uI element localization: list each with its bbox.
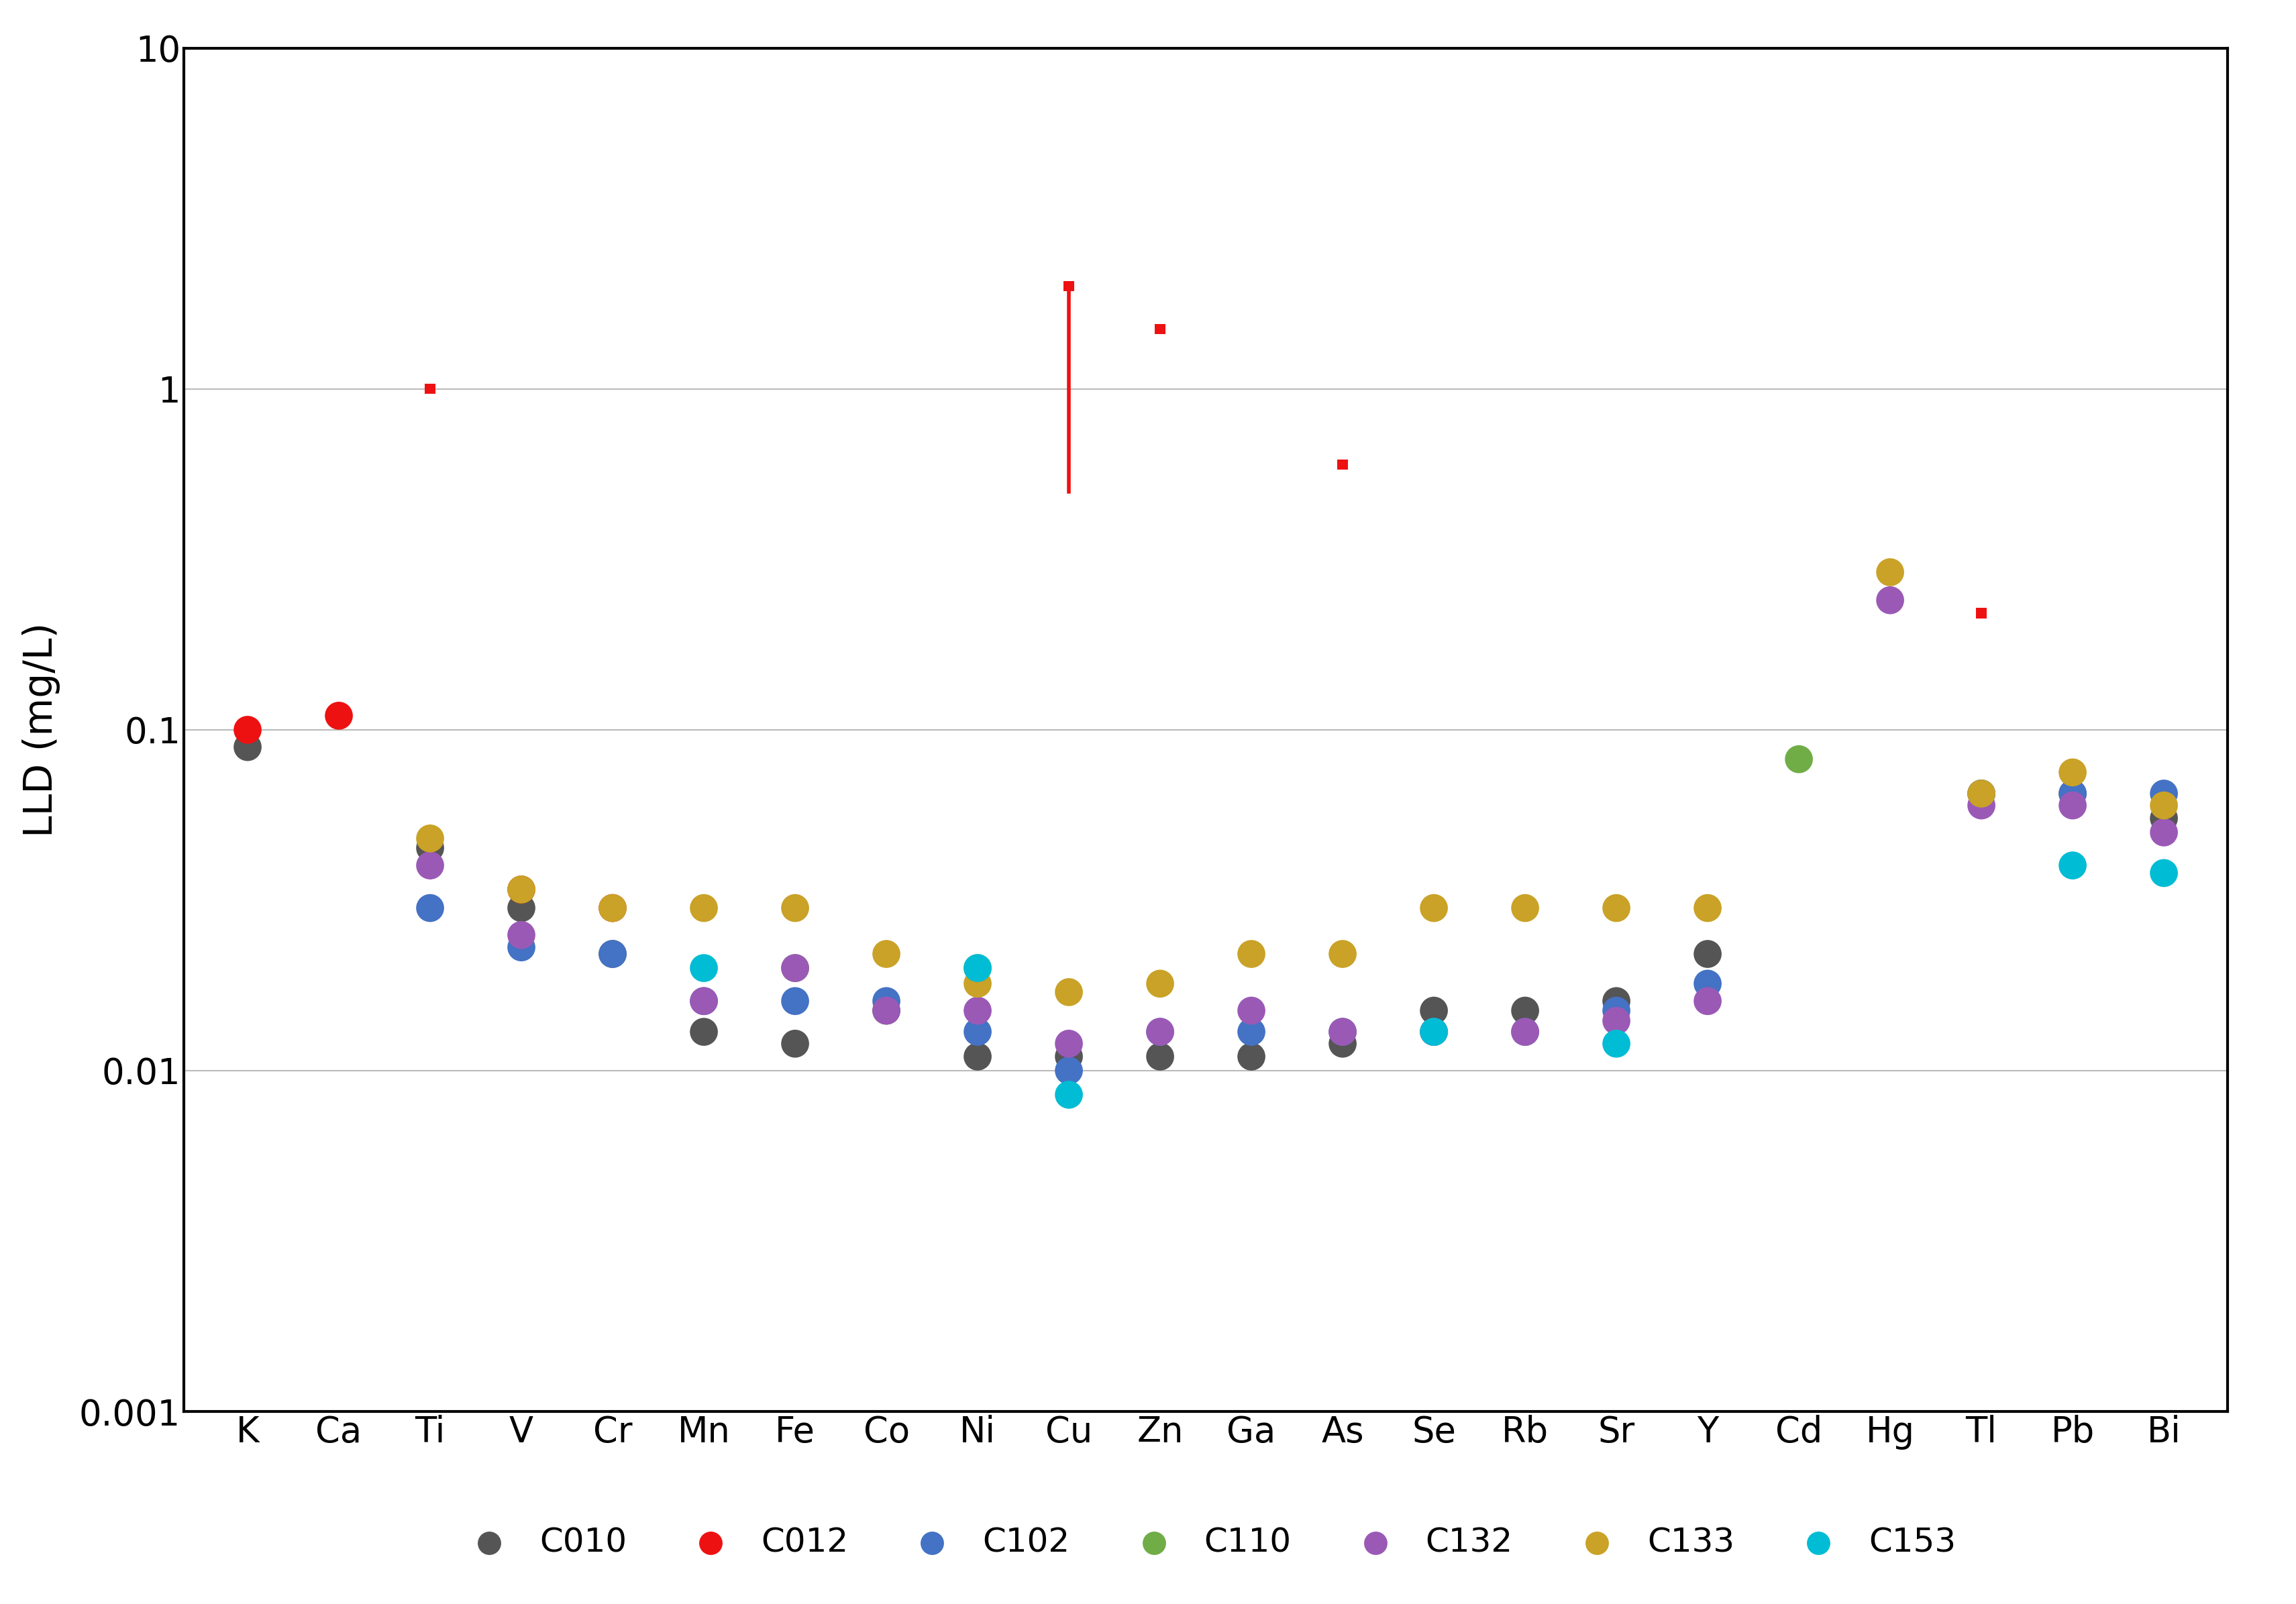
Point: [411, 853, 448, 879]
Point: [2144, 820, 2181, 845]
Point: [960, 970, 996, 996]
Point: [1325, 1031, 1362, 1057]
Point: [1779, 746, 1816, 772]
Point: [2053, 792, 2089, 818]
Point: [868, 998, 905, 1023]
Point: [1414, 895, 1451, 921]
Point: [1141, 1019, 1178, 1044]
Point: [1049, 1059, 1086, 1084]
Point: [2053, 781, 2089, 807]
Point: [1414, 1019, 1451, 1044]
Point: [868, 998, 905, 1023]
Point: [1049, 980, 1086, 1006]
Point: [684, 1019, 721, 1044]
Point: [411, 836, 448, 861]
Point: [684, 895, 721, 921]
Point: [1506, 998, 1543, 1023]
Point: [776, 956, 813, 982]
Point: [595, 942, 631, 967]
Point: [1141, 316, 1178, 342]
Point: [868, 988, 905, 1014]
Point: [960, 956, 996, 982]
Point: [1233, 998, 1270, 1023]
Point: [1598, 988, 1635, 1014]
Point: [684, 988, 721, 1014]
Point: [1598, 998, 1635, 1023]
Point: [1049, 274, 1086, 300]
Point: [1690, 942, 1727, 967]
Point: [1049, 1081, 1086, 1107]
Point: [1049, 1044, 1086, 1070]
Point: [595, 895, 631, 921]
Point: [503, 877, 540, 903]
Point: [1414, 1019, 1451, 1044]
Point: [776, 1031, 813, 1057]
Point: [1325, 942, 1362, 967]
Point: [960, 1019, 996, 1044]
Point: [411, 377, 448, 403]
Point: [1141, 1019, 1178, 1044]
Point: [2144, 781, 2181, 807]
Point: [2053, 760, 2089, 786]
Point: [960, 956, 996, 982]
Point: [411, 826, 448, 852]
Point: [1325, 1019, 1362, 1044]
Point: [776, 895, 813, 921]
Point: [1871, 560, 1908, 585]
Point: [1963, 781, 2000, 807]
Point: [1598, 895, 1635, 921]
Point: [1598, 1007, 1635, 1033]
Point: [230, 735, 266, 760]
Point: [1690, 895, 1727, 921]
Point: [503, 935, 540, 961]
Point: [776, 956, 813, 982]
Point: [1506, 895, 1543, 921]
Point: [1325, 1019, 1362, 1044]
Point: [1506, 1019, 1543, 1044]
Point: [503, 895, 540, 921]
Point: [684, 956, 721, 982]
Point: [1963, 792, 2000, 818]
Point: [1414, 1019, 1451, 1044]
Point: [1690, 970, 1727, 996]
Point: [2053, 853, 2089, 879]
Legend: C010, C012, C102, C110, C132, C133, C153: C010, C012, C102, C110, C132, C133, C153: [443, 1513, 1968, 1572]
Y-axis label: LLD (mg/L): LLD (mg/L): [23, 622, 60, 837]
Point: [1233, 942, 1270, 967]
Point: [1690, 988, 1727, 1014]
Point: [1598, 1031, 1635, 1057]
Point: [1141, 1044, 1178, 1070]
Point: [868, 942, 905, 967]
Point: [1049, 1031, 1086, 1057]
Point: [684, 988, 721, 1014]
Point: [1871, 587, 1908, 613]
Point: [1414, 998, 1451, 1023]
Point: [2053, 781, 2089, 807]
Point: [230, 717, 266, 743]
Point: [960, 1044, 996, 1070]
Point: [411, 895, 448, 921]
Point: [1963, 781, 2000, 807]
Point: [1233, 1019, 1270, 1044]
Point: [2144, 792, 2181, 818]
Point: [1506, 1019, 1543, 1044]
Point: [595, 895, 631, 921]
Point: [321, 703, 358, 728]
Point: [1233, 1044, 1270, 1070]
Point: [960, 998, 996, 1023]
Point: [2144, 860, 2181, 885]
Point: [595, 942, 631, 967]
Point: [1963, 600, 2000, 626]
Point: [503, 922, 540, 948]
Point: [503, 877, 540, 903]
Point: [2144, 805, 2181, 831]
Point: [1141, 970, 1178, 996]
Point: [776, 988, 813, 1014]
Point: [1325, 452, 1362, 478]
Point: [1963, 781, 2000, 807]
